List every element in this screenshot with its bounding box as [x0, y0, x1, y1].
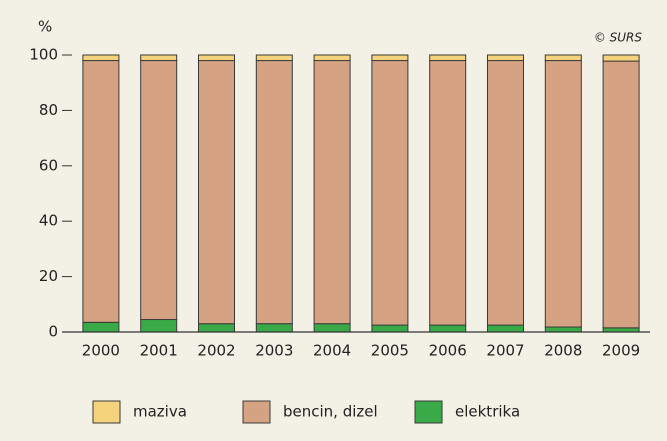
x-tick-label: 2006 — [429, 342, 467, 360]
legend-label: maziva — [133, 403, 187, 421]
x-tick-label: 2004 — [313, 342, 351, 360]
y-axis-label: % — [38, 18, 52, 36]
bar-segment — [544, 54, 582, 62]
bar-segment — [198, 323, 235, 333]
bar-segment — [313, 60, 351, 325]
bar-segment — [602, 60, 640, 329]
legend-swatch — [414, 400, 443, 424]
x-tick-label: 2002 — [197, 342, 235, 360]
bar-segment — [198, 60, 235, 325]
legend-label: elektrika — [455, 403, 520, 421]
legend-swatch — [92, 400, 121, 424]
bar-segment — [429, 324, 467, 333]
bar-segment — [82, 54, 120, 62]
bar-segment — [602, 54, 640, 62]
legend-label: bencin, dizel — [283, 403, 378, 421]
x-tick-label: 2005 — [371, 342, 409, 360]
bar-segment — [82, 60, 120, 323]
bar-segment — [602, 327, 640, 333]
bar-segment — [544, 326, 582, 333]
y-tick-label: 40 — [39, 212, 58, 230]
bar-segment — [371, 54, 409, 62]
bar-segment — [140, 60, 178, 321]
source: © SURS — [594, 31, 643, 45]
legend-swatch — [242, 400, 271, 424]
y-tick-label: 80 — [39, 101, 58, 119]
x-tick-label: 2000 — [82, 342, 120, 360]
x-tick-label: 2008 — [544, 342, 582, 360]
bar-segment — [255, 323, 293, 333]
x-tick-label: 2001 — [140, 342, 178, 360]
y-tick-label: 60 — [39, 156, 58, 174]
y-tick-label: 0 — [48, 323, 58, 341]
bar-segment — [82, 321, 120, 333]
bar-segment — [313, 54, 351, 62]
bar-segment — [198, 54, 235, 62]
y-tick-label: 20 — [39, 267, 58, 285]
bar-segment — [429, 60, 467, 326]
bar-segment — [487, 324, 524, 333]
x-tick-label: 2009 — [602, 342, 640, 360]
bar-segment — [371, 60, 409, 326]
bar-segment — [487, 54, 524, 62]
bar-segment — [371, 324, 409, 333]
bar-segment — [313, 323, 351, 333]
x-tick-label: 2003 — [255, 342, 293, 360]
x-tick-label: 2007 — [486, 342, 524, 360]
bar-segment — [429, 54, 467, 62]
bar-segment — [487, 60, 524, 326]
y-tick-label: 100 — [29, 46, 58, 64]
bar-segment — [255, 54, 293, 62]
bar-segment — [140, 319, 178, 333]
bar-segment — [255, 60, 293, 325]
bar-segment — [140, 54, 178, 62]
bar-segment — [544, 60, 582, 328]
